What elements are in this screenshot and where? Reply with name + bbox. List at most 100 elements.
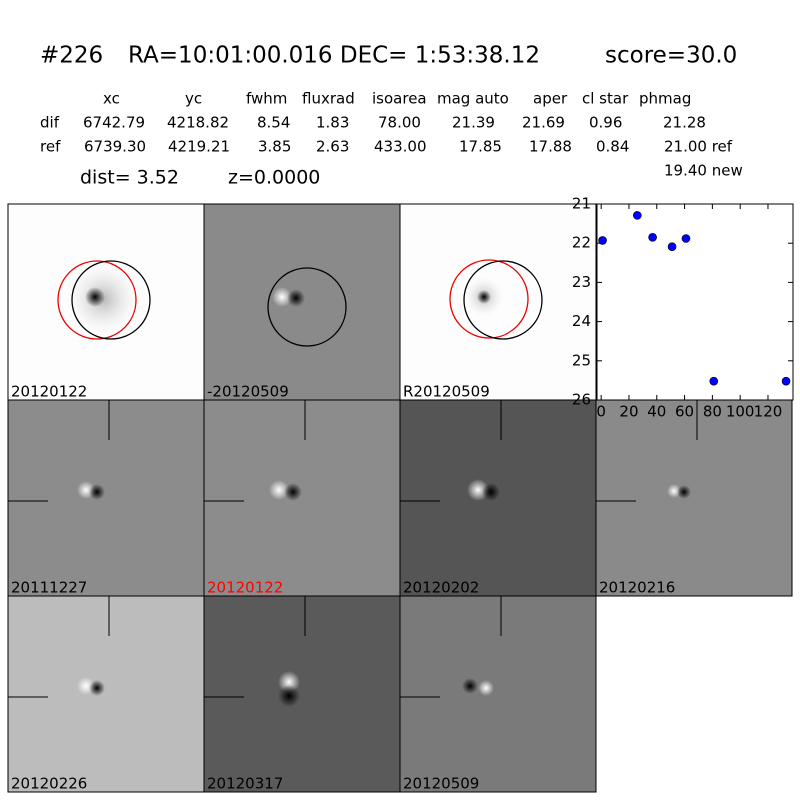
blob xyxy=(478,680,494,696)
stamp: 20120226 xyxy=(7,595,205,793)
aperture xyxy=(267,267,347,347)
data-point xyxy=(648,233,657,242)
column-header: isoarea xyxy=(372,90,427,108)
blob xyxy=(477,290,491,304)
table-cell: 0.96 xyxy=(589,114,622,132)
stamp-label: R20120509 xyxy=(403,383,490,401)
column-header: fwhm xyxy=(246,90,287,108)
x-tick-label: 20 xyxy=(619,403,638,421)
stamp: 20120216 xyxy=(595,399,793,597)
table-cell: 4218.82 xyxy=(167,114,229,132)
stamp-label: 20120317 xyxy=(207,775,283,793)
x-tick-label: 80 xyxy=(703,403,722,421)
table-cell: 21.28 xyxy=(663,114,706,132)
table-cell: 17.88 xyxy=(529,138,572,156)
stamp-image xyxy=(203,595,401,793)
y-tick-label: 26 xyxy=(572,391,591,409)
x-tick-label: 60 xyxy=(675,403,694,421)
y-tick-label: 23 xyxy=(572,273,591,291)
stamp-label: -20120509 xyxy=(207,383,289,401)
dist: dist= 3.52 xyxy=(80,167,179,189)
redshift: z=0.0000 xyxy=(228,167,320,189)
aperture xyxy=(463,260,543,340)
stamp-label: 20120122 xyxy=(11,383,87,401)
column-header: xc xyxy=(103,90,120,108)
table-cell: 4219.21 xyxy=(168,138,230,156)
blob xyxy=(272,287,292,307)
blob xyxy=(677,485,691,499)
x-tick-label: 0 xyxy=(596,403,606,421)
x-tick-label: 120 xyxy=(754,403,783,421)
stamp-image xyxy=(7,399,205,597)
stamp-label: 20120226 xyxy=(11,775,87,793)
blob xyxy=(462,678,478,694)
column-header: yc xyxy=(185,90,202,108)
stamp-label: 20111227 xyxy=(11,579,87,597)
data-point xyxy=(709,376,719,386)
x-tick-label: 100 xyxy=(726,403,755,421)
blob xyxy=(278,685,300,707)
x-tick-label: 40 xyxy=(647,403,666,421)
y-tick-label: 22 xyxy=(572,234,591,252)
stamp-label: 20120509 xyxy=(403,775,479,793)
stamp-label: 20120202 xyxy=(403,579,479,597)
table-cell: 21.69 xyxy=(522,114,565,132)
aperture xyxy=(57,260,137,340)
column-header: cl star xyxy=(582,90,629,108)
blob xyxy=(287,289,305,307)
row-label: ref xyxy=(40,138,61,156)
column-header: phmag xyxy=(639,90,691,108)
blob xyxy=(482,483,500,501)
table-cell: 1.83 xyxy=(316,114,349,132)
object-id: #226 xyxy=(40,43,103,69)
stamp: 20120122 xyxy=(203,399,401,597)
blob xyxy=(85,287,105,307)
table-cell: 2.63 xyxy=(316,138,349,156)
blob xyxy=(89,680,105,696)
stamp: 20120317 xyxy=(203,595,401,793)
table-cell: 433.00 xyxy=(374,138,427,156)
stamp: 20120509 xyxy=(399,595,597,793)
blob xyxy=(284,483,302,501)
data-point xyxy=(681,234,691,243)
stamp-label: 20120122 xyxy=(207,579,283,597)
aperture xyxy=(449,259,529,339)
stamp-image xyxy=(399,399,597,597)
stamp-image xyxy=(203,399,401,597)
y-tick-label: 21 xyxy=(572,195,591,213)
aperture xyxy=(71,260,151,340)
stamp: 20120122 xyxy=(7,203,205,401)
stamp-image xyxy=(399,595,597,793)
table-cell: 78.00 xyxy=(378,114,421,132)
y-tick-label: 25 xyxy=(572,351,591,369)
table-cell: 6742.79 xyxy=(83,114,145,132)
y-tick-label: 24 xyxy=(572,312,591,330)
stamp: 20111227 xyxy=(7,399,205,597)
row-label: dif xyxy=(40,114,60,132)
blob xyxy=(89,484,105,500)
column-header: aper xyxy=(533,90,568,108)
data-point xyxy=(633,211,642,220)
table-cell: 17.85 xyxy=(459,138,502,156)
blob xyxy=(269,480,289,500)
table-cell: 3.85 xyxy=(258,138,291,156)
stamp: R20120509 xyxy=(399,203,597,401)
plot-area xyxy=(596,203,794,401)
phmag-new: 19.40 new xyxy=(664,162,743,180)
data-point xyxy=(667,242,677,252)
stamp-image xyxy=(7,595,205,793)
table-cell: 21.00 ref xyxy=(664,138,733,156)
data-point xyxy=(781,376,791,386)
table-cell: 8.54 xyxy=(257,114,290,132)
stamp: 20120202 xyxy=(399,399,597,597)
table-cell: 0.84 xyxy=(596,138,629,156)
column-header: fluxrad xyxy=(302,90,355,108)
table-cell: 6739.30 xyxy=(84,138,146,156)
stamp-image xyxy=(595,399,793,597)
column-header: mag auto xyxy=(437,90,509,108)
score: score=30.0 xyxy=(605,43,737,69)
table-cell: 21.39 xyxy=(452,114,495,132)
data-point xyxy=(598,236,607,245)
stamp-label: 20120216 xyxy=(599,579,675,597)
